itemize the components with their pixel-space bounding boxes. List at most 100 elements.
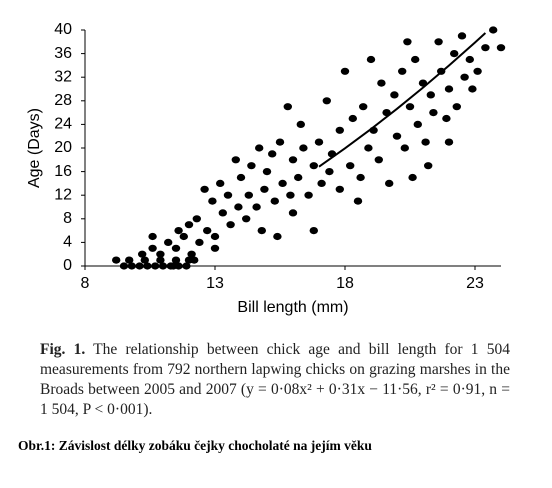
point	[252, 203, 261, 211]
point	[489, 26, 498, 34]
y-tick-label: 16	[54, 163, 72, 180]
point	[374, 156, 383, 164]
y-tick-label: 32	[54, 68, 72, 85]
point	[143, 262, 152, 270]
y-tick-label: 8	[63, 210, 72, 227]
point	[262, 168, 272, 176]
point	[314, 138, 324, 146]
point	[182, 262, 191, 270]
x-tick-label: 18	[336, 275, 354, 292]
point	[468, 85, 477, 93]
y-tick-label: 40	[54, 21, 72, 38]
point	[171, 256, 181, 264]
point	[294, 173, 303, 182]
point	[317, 179, 326, 187]
point	[242, 215, 251, 223]
point	[405, 103, 415, 111]
point	[309, 162, 318, 170]
point	[200, 185, 209, 193]
point	[231, 156, 240, 164]
point	[444, 138, 454, 146]
point	[158, 262, 168, 270]
caption: Fig. 1. The relationship between chick a…	[40, 340, 510, 420]
point	[288, 156, 298, 164]
point	[411, 55, 420, 64]
y-tick-label: 24	[54, 116, 72, 133]
point	[304, 191, 313, 199]
point	[335, 185, 344, 193]
point	[465, 55, 474, 64]
point	[216, 179, 225, 187]
point	[234, 203, 243, 211]
x-tick-label: 23	[466, 275, 484, 292]
point	[138, 250, 147, 258]
point	[325, 168, 334, 176]
point	[309, 227, 318, 235]
point	[257, 227, 266, 235]
point	[127, 262, 136, 270]
point	[275, 138, 285, 146]
point	[348, 114, 357, 123]
point	[156, 256, 165, 264]
point	[148, 244, 157, 252]
point	[390, 91, 399, 99]
point	[400, 144, 409, 152]
x-tick-label: 8	[81, 275, 90, 292]
point	[413, 120, 422, 128]
point	[364, 144, 373, 152]
point	[195, 238, 204, 246]
point	[156, 250, 165, 258]
y-tick-label: 12	[54, 186, 72, 203]
point	[299, 144, 308, 152]
point	[377, 79, 386, 87]
point	[140, 256, 149, 264]
caption-label: Fig. 1.	[40, 341, 86, 358]
point	[434, 38, 443, 46]
point	[218, 209, 227, 217]
point	[385, 179, 394, 187]
point	[421, 138, 430, 146]
y-tick-label: 20	[54, 139, 72, 156]
point	[203, 227, 212, 235]
point	[426, 91, 435, 99]
point	[444, 85, 454, 93]
point	[359, 103, 368, 111]
point	[392, 132, 402, 140]
x-axis-label: Bill length (mm)	[237, 299, 348, 316]
point	[179, 232, 188, 241]
point	[481, 44, 490, 52]
point	[190, 256, 199, 264]
point	[192, 215, 201, 223]
point	[442, 114, 451, 123]
point	[236, 173, 246, 182]
point	[208, 197, 217, 205]
point	[260, 185, 269, 193]
point	[148, 232, 157, 241]
point	[164, 238, 173, 246]
point	[151, 262, 160, 270]
point	[424, 162, 433, 170]
point	[322, 97, 331, 105]
point	[346, 162, 355, 170]
y-tick-label: 36	[54, 45, 72, 62]
point	[457, 32, 467, 40]
y-tick-label: 28	[54, 92, 72, 109]
point	[366, 55, 376, 64]
point	[353, 197, 363, 205]
point	[460, 73, 469, 81]
point	[169, 262, 178, 270]
point	[210, 244, 220, 252]
note: Obr.1: Závislost délky zobáku čejky choc…	[18, 438, 372, 453]
chart: Bill length (mm) Age (Days) 0 4 8 12 16 20 24 2…	[26, 21, 506, 316]
point	[496, 44, 506, 52]
point	[452, 103, 461, 111]
point	[255, 144, 264, 152]
y-axis-label: Age (Days)	[26, 108, 43, 188]
point	[286, 191, 295, 199]
point	[171, 244, 181, 252]
point	[247, 162, 256, 170]
point	[125, 256, 134, 264]
point	[288, 209, 298, 217]
y-tick-label: 0	[63, 257, 72, 274]
